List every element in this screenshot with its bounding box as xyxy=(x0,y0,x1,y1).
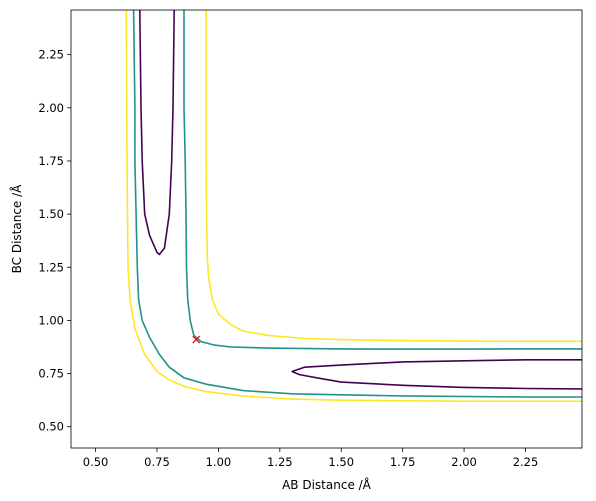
x-tick-label: 2.00 xyxy=(451,455,477,469)
x-tick-label: 0.75 xyxy=(144,455,170,469)
contour-layer xyxy=(125,10,582,402)
contour-line-2-0 xyxy=(125,10,582,402)
y-tick-label: 2.25 xyxy=(38,48,64,62)
minimum-marker xyxy=(192,335,201,344)
y-axis-label: BC Distance /Å xyxy=(9,184,24,274)
y-tick-label: 1.25 xyxy=(38,260,64,274)
x-tick-label: 1.75 xyxy=(390,455,416,469)
contour-line-0-0 xyxy=(139,10,175,256)
y-tick-label: 2.00 xyxy=(38,101,64,115)
y-tick-label: 1.50 xyxy=(38,207,64,221)
y-tick-label: 1.00 xyxy=(38,313,64,327)
x-tick-label: 1.50 xyxy=(328,455,354,469)
x-axis-ticks: 0.50 0.75 1.00 1.25 1.50 1.75 2.00 2.25 xyxy=(83,448,539,469)
contour-line-1-1 xyxy=(183,10,582,350)
y-tick-label: 0.75 xyxy=(38,367,64,381)
plot-frame xyxy=(70,9,583,449)
x-axis-label: AB Distance /Å xyxy=(282,477,372,492)
contour-line-0-1 xyxy=(291,359,582,390)
x-tick-label: 1.00 xyxy=(206,455,232,469)
x-tick-label: 0.50 xyxy=(83,455,109,469)
x-tick-label: 2.25 xyxy=(513,455,539,469)
y-tick-label: 0.50 xyxy=(38,420,64,434)
contour-line-2-1 xyxy=(205,10,582,343)
contour-line-1-0 xyxy=(132,10,582,398)
marker-layer xyxy=(192,335,201,344)
y-tick-label: 1.75 xyxy=(38,154,64,168)
y-axis-ticks: 0.50 0.75 1.00 1.25 1.50 1.75 2.00 2.25 xyxy=(38,48,71,434)
x-tick-label: 1.25 xyxy=(267,455,293,469)
